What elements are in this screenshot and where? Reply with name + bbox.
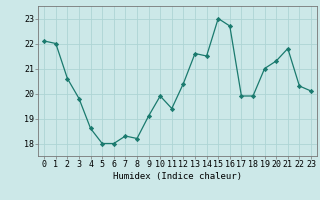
X-axis label: Humidex (Indice chaleur): Humidex (Indice chaleur) bbox=[113, 172, 242, 181]
